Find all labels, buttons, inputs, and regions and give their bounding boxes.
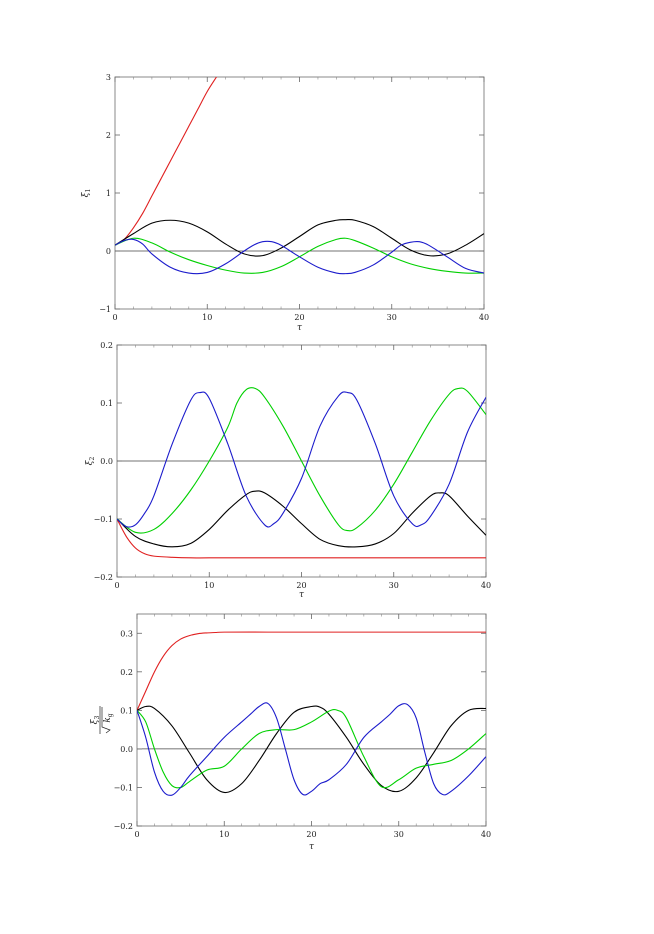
y-tick-label: −0.1: [114, 783, 133, 792]
x-tick-label: 20: [294, 313, 304, 322]
y-tick-label: 0.1: [100, 399, 113, 408]
y-label-sqrt-subscript: g: [107, 713, 114, 717]
y-tick-label: 0.0: [120, 745, 133, 754]
y-label-subscript: 2: [89, 456, 96, 460]
y-label-subscript: 1: [85, 189, 92, 193]
series-line: [137, 709, 486, 789]
x-tick-label: 30: [387, 313, 397, 322]
series-line: [117, 490, 486, 548]
y-tick-label: −1: [99, 305, 111, 314]
y-label-symbol: ξ: [90, 718, 100, 724]
y-tick-label: 2: [106, 131, 111, 140]
series-line: [137, 705, 486, 794]
x-tick-label: 10: [219, 830, 229, 839]
y-tick-label: 0.2: [120, 668, 133, 677]
y-tick-label: 0.3: [120, 629, 133, 638]
x-tick-label: 0: [112, 313, 117, 322]
y-tick-label: −0.2: [94, 573, 113, 582]
y-label-symbol: ξ: [85, 459, 95, 465]
series-group: [137, 631, 486, 796]
y-axis-label: ξ3 kg: [90, 706, 114, 734]
y-tick-label: 0.2: [100, 341, 113, 350]
series-line: [137, 631, 486, 711]
y-tick-label: −0.1: [94, 515, 113, 524]
x-axis-label: τ: [309, 842, 315, 852]
y-label-symbol: ξ: [81, 191, 91, 197]
x-tick-label: 40: [479, 313, 489, 322]
x-tick-label: 20: [296, 581, 306, 590]
x-tick-label: 20: [306, 830, 316, 839]
x-axis-label: τ: [297, 323, 303, 333]
plot-frame: [136, 613, 487, 827]
y-tick-label: 0.0: [100, 457, 113, 466]
y-tick-label: 3: [106, 73, 111, 82]
series-line: [115, 77, 217, 246]
x-tick-label: 0: [134, 830, 139, 839]
chart-panel-xi2: 0 10 20 30 40 −0.2 −0.1 0.0 0.1 0.2 τ ξ2: [85, 341, 491, 600]
x-tick-label: 0: [114, 581, 119, 590]
x-tick-label: 10: [202, 313, 212, 322]
x-tick-label: 30: [389, 581, 399, 590]
y-label-subscript: 3: [94, 715, 101, 719]
series-line: [115, 237, 484, 274]
series-group: [115, 77, 484, 275]
series-line: [115, 238, 484, 275]
x-axis-label: τ: [299, 590, 305, 600]
y-tick-label: 0.1: [120, 706, 133, 715]
y-axis-label: ξ2: [85, 456, 96, 465]
chart-panel-xi3: 0 10 20 30 40 −0.2 −0.1 0.0 0.1 0.2 0.3 τ ξ3 kg: [90, 613, 491, 852]
series-line: [137, 702, 486, 796]
y-tick-label: 1: [106, 189, 111, 198]
x-tick-label: 40: [481, 830, 491, 839]
x-tick-label: 10: [204, 581, 214, 590]
series-line: [115, 218, 484, 257]
y-label-sqrt-symbol: k: [103, 717, 113, 722]
y-label-denominator: kg: [103, 713, 114, 722]
x-tick-label: 30: [394, 830, 404, 839]
series-group: [117, 387, 486, 559]
x-tick-label: 40: [481, 581, 491, 590]
y-label-numerator: ξ3: [90, 715, 101, 724]
y-axis-label: ξ1: [81, 189, 92, 198]
series-line: [117, 518, 486, 559]
y-tick-label: 0: [106, 247, 111, 256]
series-line: [117, 391, 486, 528]
y-label-sqrt-sign: [101, 707, 111, 734]
y-tick-label: −0.2: [114, 822, 133, 831]
plot-frame: [114, 76, 485, 310]
series-line: [117, 387, 486, 534]
